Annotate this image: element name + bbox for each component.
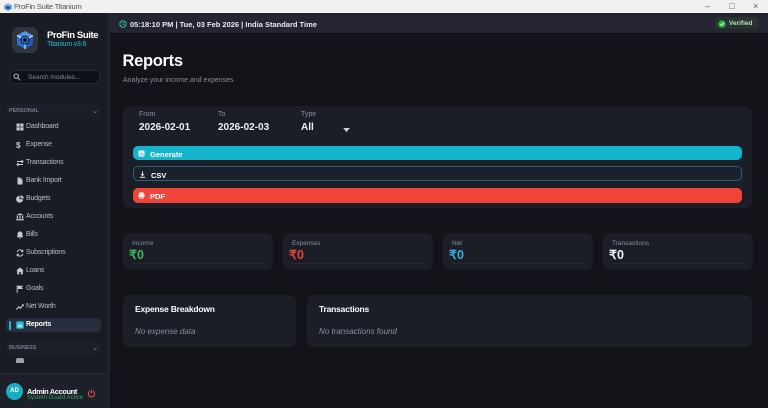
svg-text:$: $	[16, 141, 21, 149]
